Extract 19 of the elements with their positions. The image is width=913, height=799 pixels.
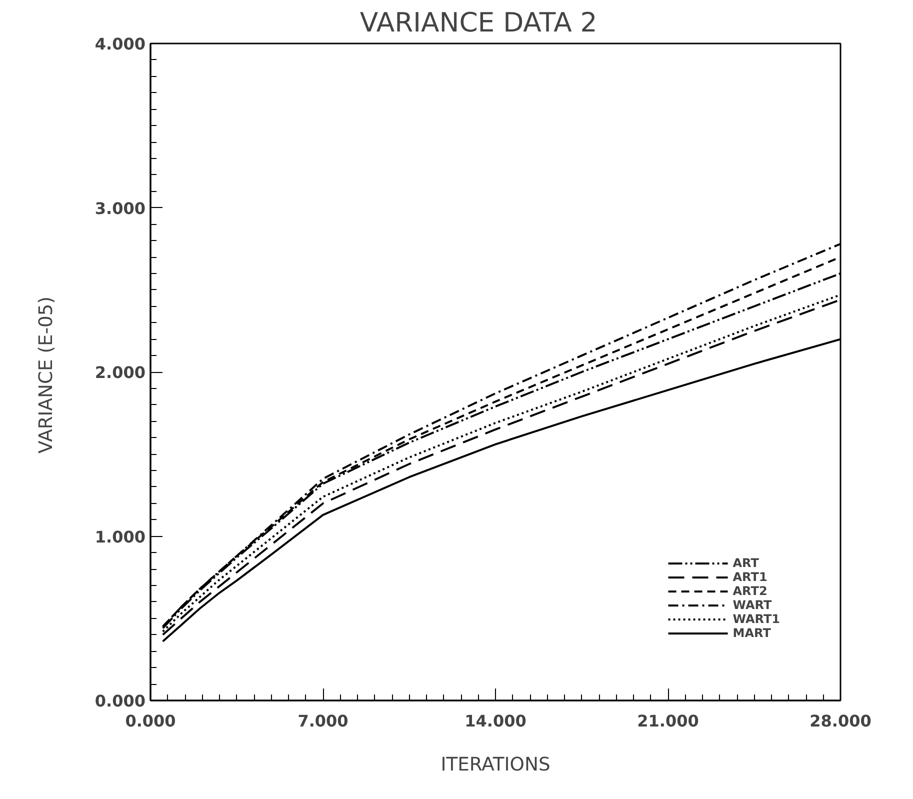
y-tick-label: 0.000 [94, 692, 146, 710]
x-axis-title: ITERATIONS [440, 754, 550, 776]
y-tick-label: 1.000 [94, 527, 146, 546]
x-tick-label: 28.000 [810, 712, 872, 730]
y-tick-label: 4.000 [94, 34, 146, 54]
legend-label: MART [732, 626, 771, 640]
y-tick-label: 2.000 [94, 363, 146, 382]
legend-label: ART [732, 556, 759, 570]
legend-label: WART [732, 598, 772, 612]
x-tick-label: 14.000 [464, 712, 526, 730]
legend-label: ART1 [732, 570, 768, 584]
y-tick-label: 3.000 [94, 198, 146, 218]
x-tick-label: 0.000 [125, 712, 176, 730]
x-tick-label: 21.000 [637, 712, 699, 730]
y-axis-title: VARIANCE (E-05) [36, 296, 57, 454]
x-tick-label: 7.000 [298, 712, 348, 730]
legend-label: WART1 [732, 612, 780, 626]
chart-title: VARIANCE DATA 2 [360, 8, 598, 38]
legend-label: ART2 [732, 584, 768, 598]
